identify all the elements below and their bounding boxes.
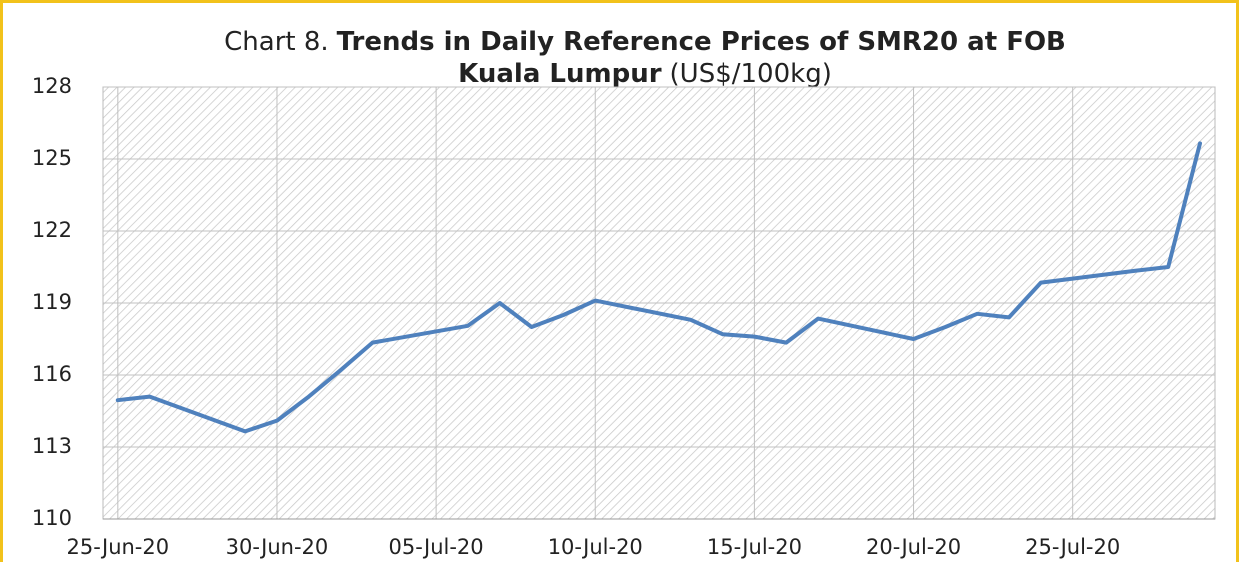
x-tick-label: 20-Jul-20: [866, 535, 961, 559]
chart-title: Chart 8. Trends in Daily Reference Prices…: [224, 27, 1066, 57]
title-part: Trends in Daily Reference Prices of SMR2…: [337, 27, 1066, 57]
title-part: (US$/100kg): [670, 59, 832, 89]
x-tick-label: 25-Jun-20: [67, 535, 170, 559]
x-tick-label: 05-Jul-20: [389, 535, 484, 559]
y-tick-label: 119: [32, 290, 72, 314]
title-part: Chart 8.: [224, 27, 329, 57]
x-tick-label: 25-Jul-20: [1025, 535, 1120, 559]
x-tick-label: 30-Jun-20: [226, 535, 329, 559]
y-tick-label: 128: [32, 74, 72, 98]
x-tick-label: 15-Jul-20: [707, 535, 802, 559]
y-tick-label: 110: [32, 506, 72, 530]
x-tick-label: 10-Jul-20: [548, 535, 643, 559]
title-part: Kuala Lumpur: [458, 59, 662, 89]
y-tick-label: 125: [32, 146, 72, 170]
y-tick-label: 116: [32, 362, 72, 386]
y-tick-label: 113: [32, 434, 72, 458]
line-series: [115, 141, 1202, 434]
chart-title: Kuala Lumpur (US$/100kg): [458, 59, 832, 89]
y-tick-label: 122: [32, 218, 72, 242]
